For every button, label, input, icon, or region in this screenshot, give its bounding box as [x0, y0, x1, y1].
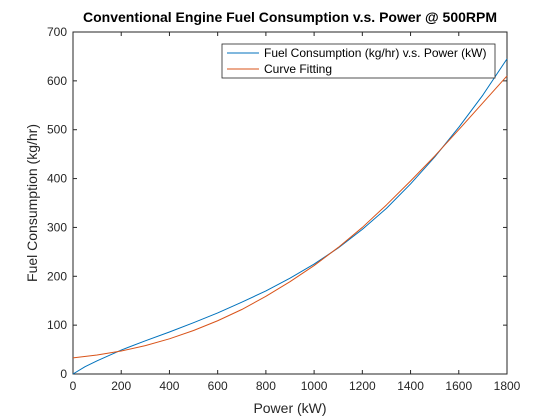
series-line-curve-fitting: [72, 75, 508, 359]
x-tick-label: 1000: [301, 379, 328, 393]
x-tick-label: 0: [70, 379, 77, 393]
series-layer: [72, 58, 508, 375]
legend-box: [221, 43, 496, 79]
plot-area: [72, 31, 508, 375]
x-tick-label: 1800: [494, 379, 521, 393]
x-tick-label: 1600: [445, 379, 472, 393]
chart-title: Conventional Engine Fuel Consumption v.s…: [83, 9, 497, 25]
x-tick-label: 800: [256, 379, 276, 393]
y-tick-label: 100: [47, 318, 67, 332]
x-tick-label: 1400: [397, 379, 424, 393]
y-axis-label: Fuel Consumption (kg/hr): [24, 124, 40, 282]
x-tick-label: 400: [159, 379, 179, 393]
y-tick-label: 400: [47, 172, 67, 186]
y-tick-label: 600: [47, 74, 67, 88]
y-tick-label: 700: [47, 25, 67, 39]
x-tick-label: 600: [208, 379, 228, 393]
legend-entry-fuel-consumption: Fuel Consumption (kg/hr) v.s. Power (kW): [264, 46, 487, 60]
x-tick-label: 200: [111, 379, 131, 393]
y-tick-label: 500: [47, 123, 67, 137]
y-tick-label: 300: [47, 220, 67, 234]
series-line-fuel-consumption: [72, 58, 508, 375]
x-tick-label: 1200: [349, 379, 376, 393]
x-axis-label: Power (kW): [253, 400, 326, 416]
legend-entry-curve-fitting: Curve Fitting: [264, 62, 332, 76]
legend: Fuel Consumption (kg/hr) v.s. Power (kW)…: [221, 43, 496, 79]
y-tick-label: 200: [47, 269, 67, 283]
y-axis-ticks: 0 100 200 300 400 500 600 700: [47, 25, 507, 381]
x-axis-ticks: 0 200 400 600 800 1000 1200 1400 1600 1800: [70, 32, 521, 393]
y-tick-label: 0: [60, 367, 67, 381]
